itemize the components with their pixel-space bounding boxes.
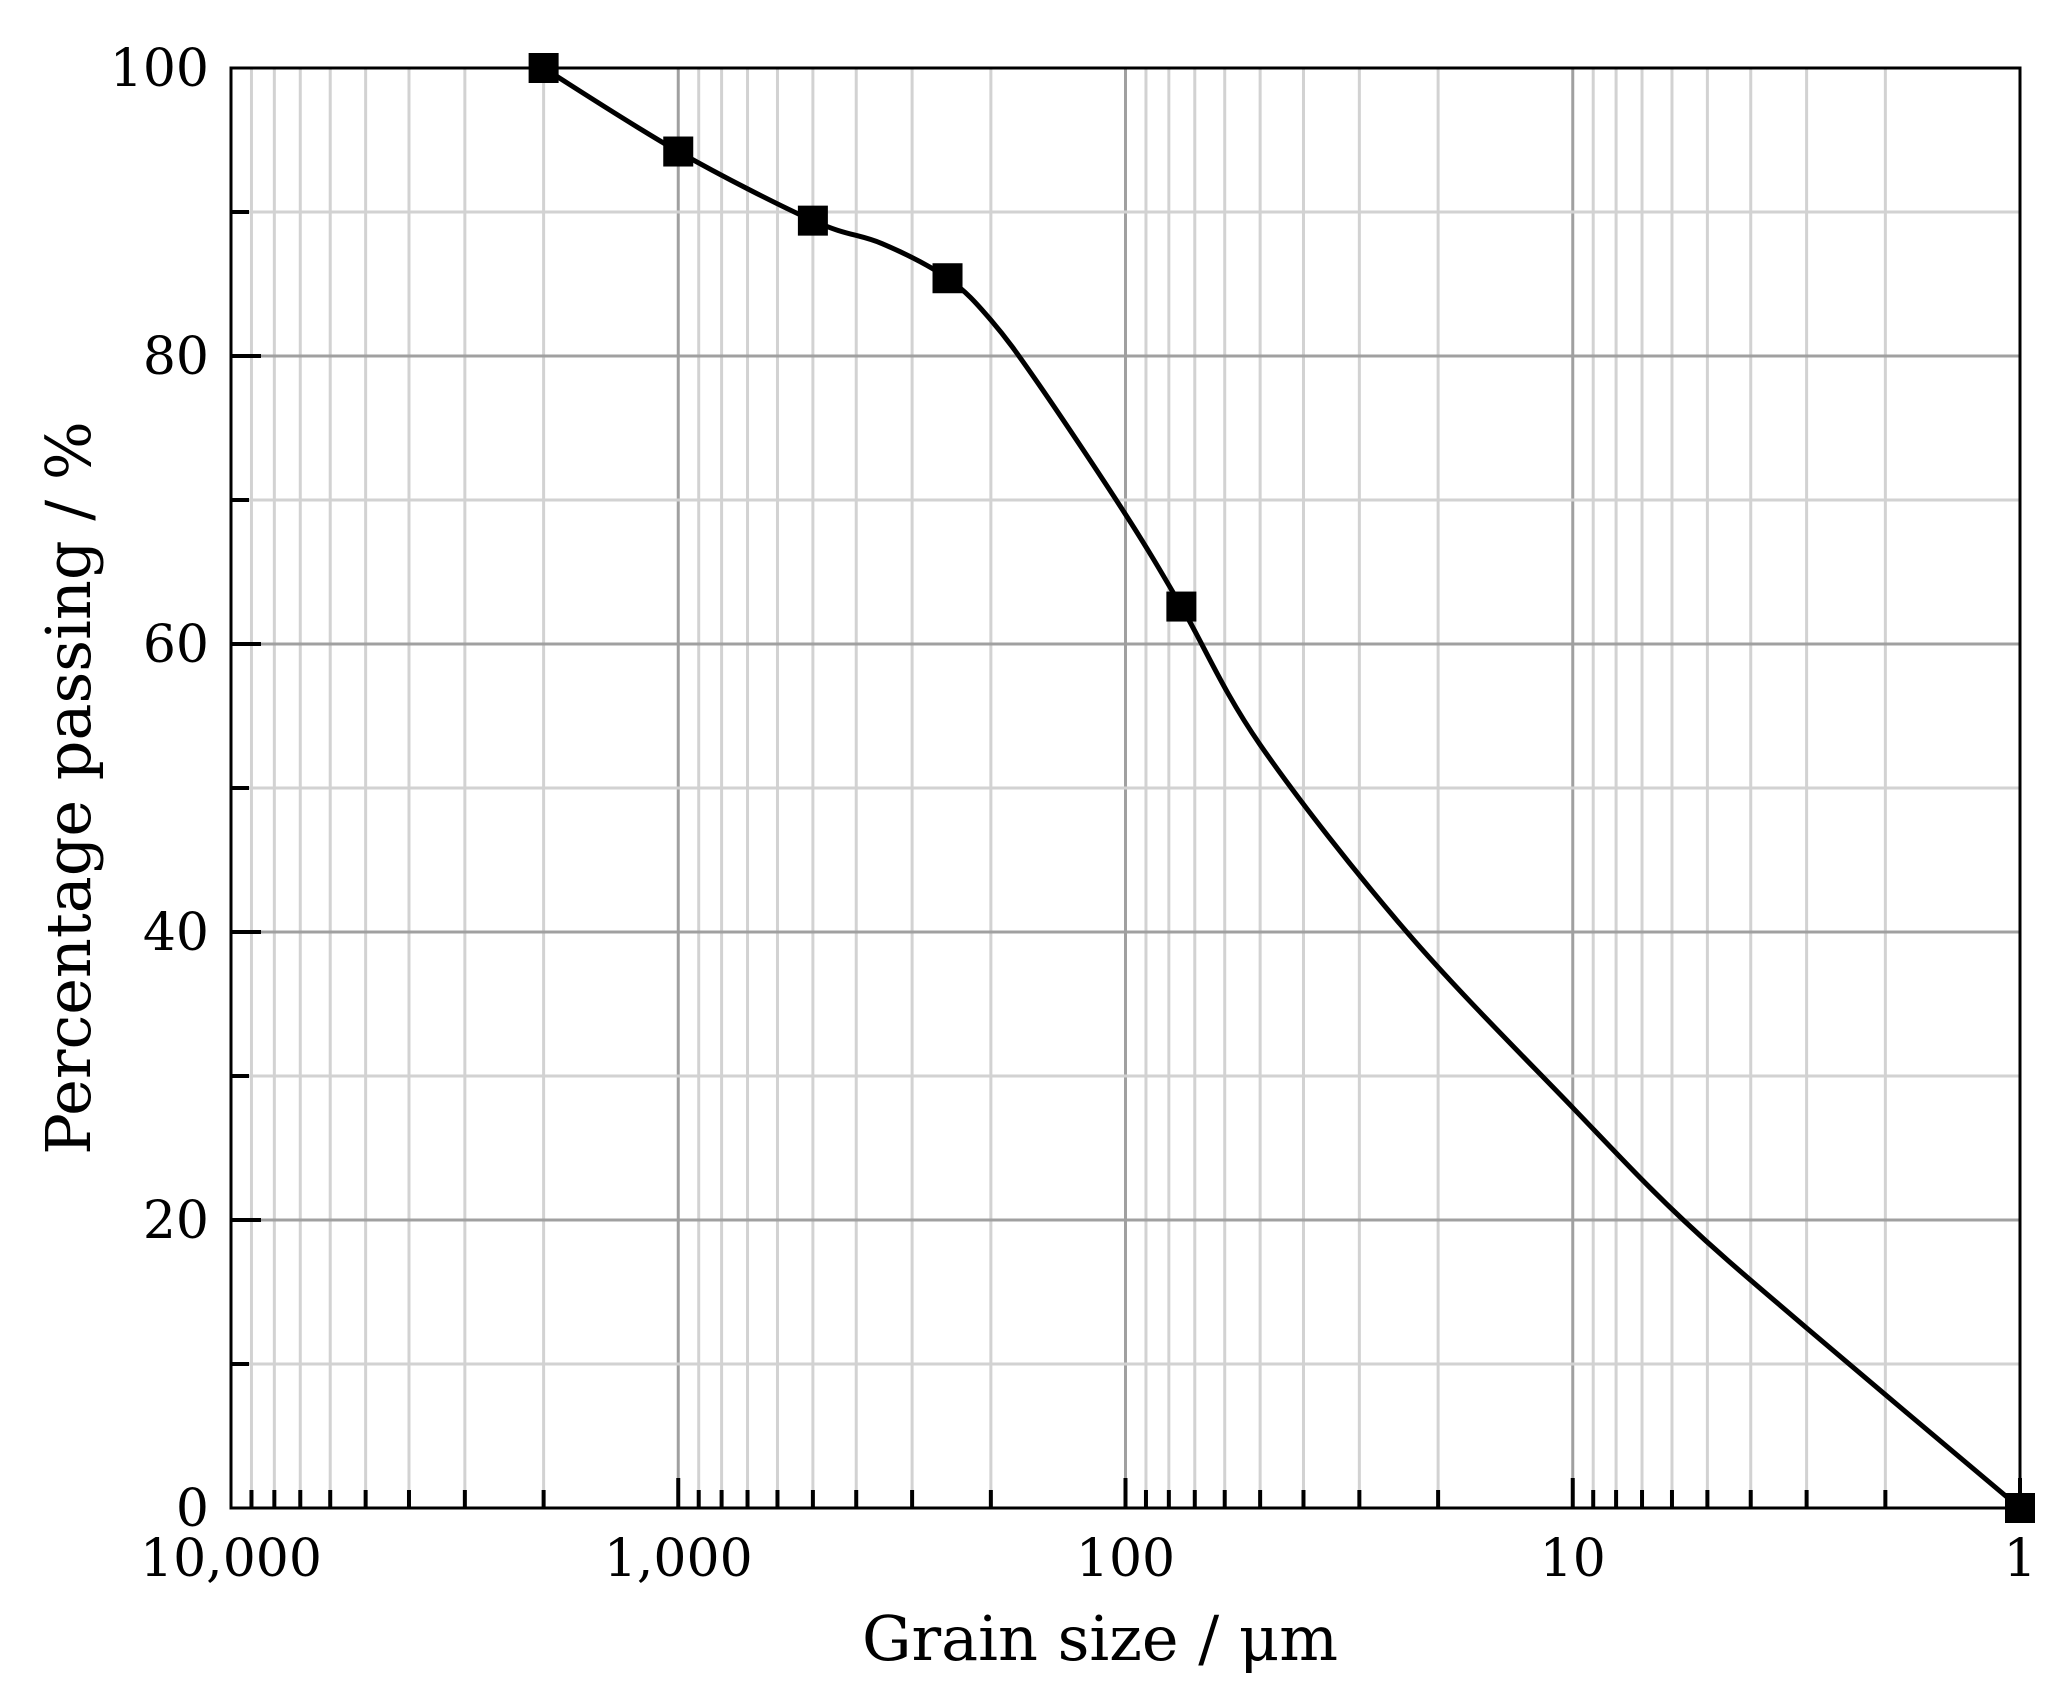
x-tick-label: 100 bbox=[1076, 1529, 1175, 1589]
ticks bbox=[231, 210, 2022, 1508]
grid bbox=[231, 68, 2022, 1508]
x-tick-label: 1,000 bbox=[604, 1529, 753, 1589]
y-tick-label: 100 bbox=[110, 39, 209, 99]
y-tick-label: 0 bbox=[176, 1479, 209, 1539]
x-axis-label: Grain size / μm bbox=[862, 1602, 1338, 1675]
data-point-marker bbox=[797, 205, 828, 236]
y-tick-label: 60 bbox=[143, 615, 209, 675]
data-point-marker bbox=[1166, 591, 1197, 622]
y-axis-label: Percentage passing / % bbox=[32, 421, 105, 1155]
x-tick-label: 10,000 bbox=[140, 1529, 322, 1589]
plot-frame bbox=[229, 66, 2022, 1510]
y-tick-label: 80 bbox=[143, 327, 209, 387]
data-point-marker bbox=[932, 263, 963, 294]
data-point-marker bbox=[663, 136, 694, 167]
y-tick-label: 40 bbox=[143, 903, 209, 963]
x-tick-label: 1 bbox=[2003, 1529, 2036, 1589]
x-tick-label: 10 bbox=[1540, 1529, 1606, 1589]
y-tick-label: 20 bbox=[143, 1191, 209, 1251]
